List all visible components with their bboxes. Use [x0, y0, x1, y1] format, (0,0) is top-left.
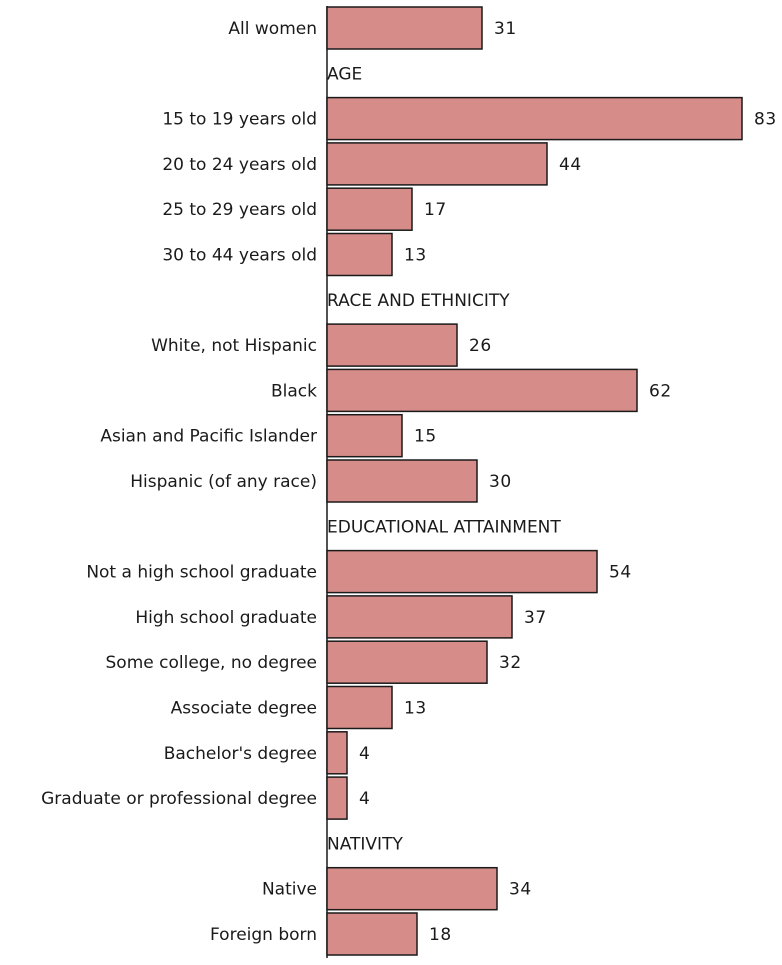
category-label: Native [262, 880, 317, 900]
bar [326, 142, 548, 186]
value-label: 4 [359, 789, 370, 809]
category-label: 20 to 24 years old [162, 155, 317, 175]
value-label: 4 [359, 744, 370, 764]
chart-rows: All women 31 AGE 15 to 19 years old 83 20 to … [41, 6, 777, 956]
section-label: RACE AND ETHNICITY [327, 291, 510, 311]
value-label: 44 [559, 155, 582, 175]
value-label: 34 [509, 880, 532, 900]
bar [326, 776, 348, 820]
bar [326, 459, 478, 503]
value-label: 37 [524, 608, 547, 628]
category-label: Black [271, 381, 317, 401]
category-label: 15 to 19 years old [162, 110, 317, 130]
value-label: 13 [404, 699, 427, 719]
category-label: All women [228, 19, 317, 39]
category-label: Bachelor's degree [164, 744, 317, 764]
category-label: Associate degree [171, 699, 317, 719]
category-label: Foreign born [210, 925, 317, 945]
value-label: 32 [499, 653, 522, 673]
bar [326, 866, 498, 911]
value-label: 83 [754, 110, 777, 130]
bar [326, 368, 638, 413]
bar [326, 323, 458, 367]
category-label: 25 to 29 years old [162, 200, 317, 220]
value-label: 30 [489, 472, 512, 492]
bar [326, 731, 348, 775]
bar [326, 6, 483, 50]
category-label: White, not Hispanic [151, 336, 317, 356]
value-label: 62 [649, 381, 672, 401]
value-label: 31 [494, 19, 517, 39]
category-label: Not a high school graduate [86, 563, 317, 583]
bar [326, 549, 598, 594]
value-label: 26 [469, 336, 492, 356]
bar [326, 187, 413, 231]
bar [326, 685, 393, 730]
value-label: 18 [429, 925, 452, 945]
section-label: NATIVITY [327, 834, 403, 854]
bar [326, 595, 513, 639]
category-label: 30 to 44 years old [162, 246, 317, 266]
category-label: Graduate or professional degree [41, 789, 317, 809]
bar [326, 413, 403, 458]
category-label: High school graduate [135, 608, 317, 628]
bar [326, 912, 418, 956]
section-label: EDUCATIONAL ATTAINMENT [327, 517, 561, 537]
category-label: Asian and Pacific Islander [100, 427, 317, 447]
value-label: 17 [424, 200, 447, 220]
value-label: 54 [609, 563, 632, 583]
value-label: 15 [414, 427, 437, 447]
bar [326, 640, 488, 684]
value-label: 13 [404, 246, 427, 266]
category-label: Some college, no degree [106, 653, 317, 673]
section-label: AGE [327, 64, 362, 84]
bar [326, 232, 393, 277]
bar [326, 96, 743, 141]
category-label: Hispanic (of any race) [130, 472, 317, 492]
